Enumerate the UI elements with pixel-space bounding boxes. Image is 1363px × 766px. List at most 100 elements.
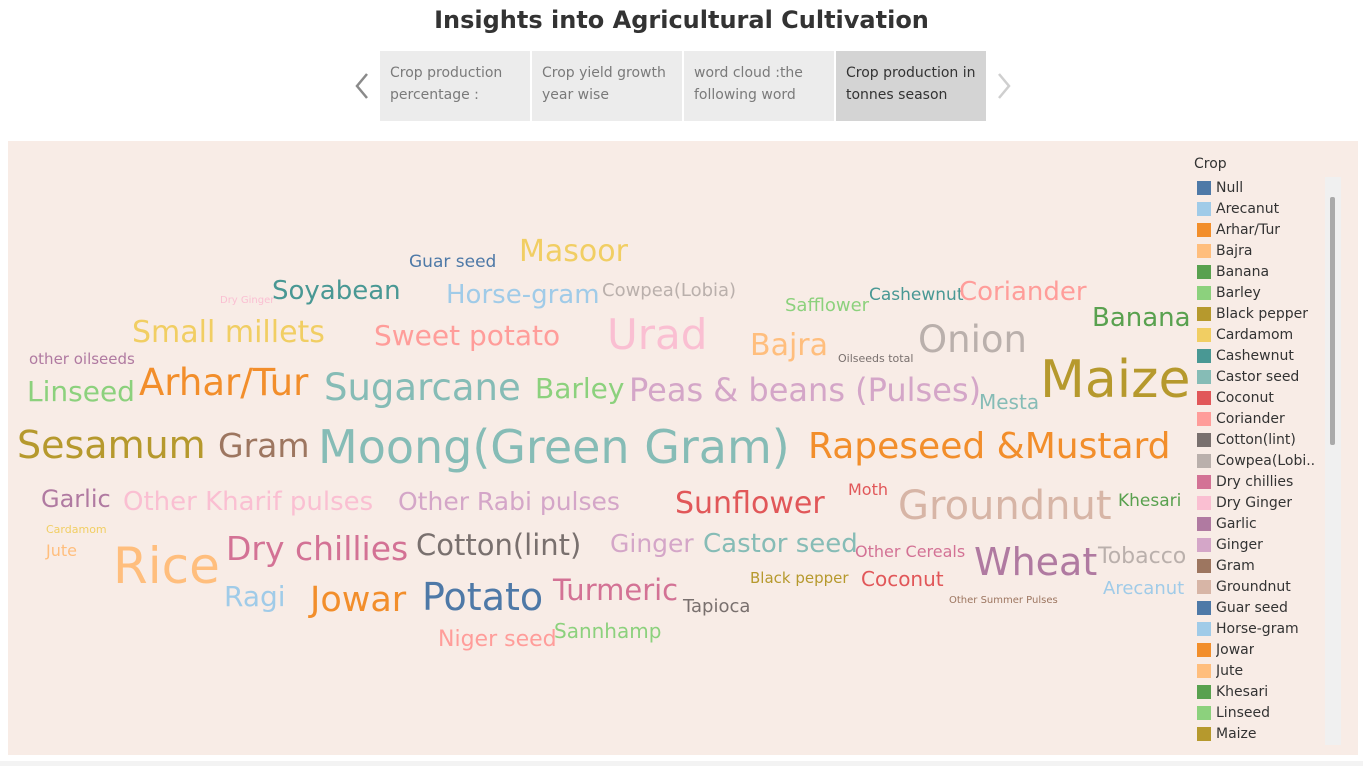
word-cloud-word[interactable]: Soyabean <box>272 276 401 306</box>
word-cloud-word[interactable]: Moth <box>848 480 889 499</box>
word-cloud-word[interactable]: Sugarcane <box>324 366 521 409</box>
word-cloud-word[interactable]: Masoor <box>519 234 628 269</box>
word-cloud-word[interactable]: Dry chillies <box>226 529 409 568</box>
word-cloud-word[interactable]: Linseed <box>27 375 135 408</box>
legend-item[interactable]: Cardamom <box>1197 324 1319 345</box>
legend-swatch <box>1197 306 1211 321</box>
word-cloud-word[interactable]: Gram <box>218 426 310 465</box>
legend-item[interactable]: Bajra <box>1197 240 1319 261</box>
word-cloud-word[interactable]: Small millets <box>132 315 325 350</box>
word-cloud-word[interactable]: Cardamom <box>46 523 107 536</box>
word-cloud-word[interactable]: Rapeseed &Mustard <box>808 426 1171 467</box>
word-cloud-word[interactable]: Maize <box>1040 350 1191 410</box>
word-cloud-word[interactable]: Onion <box>918 318 1027 361</box>
story-point-crop-production-percentage[interactable]: Crop production percentage : <box>380 51 530 121</box>
word-cloud-word[interactable]: Arhar/Tur <box>139 361 309 404</box>
legend-item[interactable]: Jute <box>1197 660 1319 681</box>
legend-title: Crop <box>1194 156 1227 172</box>
legend-item[interactable]: Banana <box>1197 261 1319 282</box>
word-cloud-word[interactable]: Coconut <box>861 567 944 591</box>
legend-swatch <box>1197 621 1211 636</box>
legend-item[interactable]: Jowar <box>1197 639 1319 660</box>
word-cloud-word[interactable]: Garlic <box>41 485 111 513</box>
legend-item[interactable]: Cashewnut <box>1197 345 1319 366</box>
word-cloud-word[interactable]: Barley <box>535 372 625 405</box>
word-cloud-word[interactable]: other oilseeds <box>29 350 135 368</box>
word-cloud-word[interactable]: Turmeric <box>553 573 679 607</box>
story-next-button[interactable] <box>992 66 1016 106</box>
word-cloud-word[interactable]: Jute <box>46 541 77 560</box>
legend-item[interactable]: Horse-gram <box>1197 618 1319 639</box>
word-cloud-word[interactable]: Sesamum <box>17 423 206 467</box>
word-cloud-word[interactable]: Potato <box>422 575 544 619</box>
story-point-crop-yield-growth[interactable]: Crop yield growth year wise <box>532 51 682 121</box>
word-cloud-word[interactable]: Niger seed <box>438 627 557 652</box>
word-cloud-word[interactable]: Castor seed <box>703 529 858 559</box>
word-cloud-word[interactable]: Cowpea(Lobia) <box>602 280 737 301</box>
legend-scrollbar[interactable] <box>1325 177 1341 745</box>
word-cloud-word[interactable]: Cotton(lint) <box>416 528 582 562</box>
legend-item[interactable]: Cowpea(Lobi.. <box>1197 450 1319 471</box>
story-point-crop-production-season[interactable]: Crop production in tonnes season <box>836 51 986 121</box>
word-cloud-word[interactable]: Ragi <box>224 580 286 613</box>
legend-item[interactable]: Khesari <box>1197 681 1319 702</box>
legend-swatch <box>1197 726 1211 741</box>
word-cloud-word[interactable]: Khesari <box>1118 491 1182 511</box>
word-cloud-word[interactable]: Tapioca <box>683 596 751 617</box>
legend-item[interactable]: Linseed <box>1197 702 1319 723</box>
word-cloud-word[interactable]: Guar seed <box>409 252 497 272</box>
legend-scrollbar-thumb[interactable] <box>1330 197 1335 445</box>
word-cloud-word[interactable]: Moong(Green Gram) <box>318 420 790 474</box>
word-cloud-word[interactable]: Coriander <box>959 277 1087 307</box>
word-cloud-word[interactable]: Bajra <box>750 328 829 363</box>
word-cloud-word[interactable]: Cashewnut <box>869 285 964 305</box>
word-cloud-word[interactable]: Other Rabi pulses <box>398 487 620 516</box>
word-cloud-word[interactable]: Rice <box>113 537 220 595</box>
legend-item[interactable]: Garlic <box>1197 513 1319 534</box>
word-cloud-word[interactable]: Other Kharif pulses <box>123 487 374 517</box>
legend-item[interactable]: Black pepper <box>1197 303 1319 324</box>
legend-item[interactable]: Cotton(lint) <box>1197 429 1319 450</box>
word-cloud-word[interactable]: Other Cereals <box>855 542 966 561</box>
legend-item[interactable]: Maize <box>1197 723 1319 744</box>
legend-item[interactable]: Arhar/Tur <box>1197 219 1319 240</box>
word-cloud-word[interactable]: Sunflower <box>675 486 825 521</box>
word-cloud-word[interactable]: Tobacco <box>1098 544 1187 569</box>
legend-item[interactable]: Ginger <box>1197 534 1319 555</box>
legend-item[interactable]: Dry chillies <box>1197 471 1319 492</box>
word-cloud-word[interactable]: Oilseeds total <box>838 352 914 365</box>
legend-item[interactable]: Groundnut <box>1197 576 1319 597</box>
word-cloud-word[interactable]: Horse-gram <box>446 280 600 310</box>
legend-item[interactable]: Guar seed <box>1197 597 1319 618</box>
word-cloud-word[interactable]: Groundnut <box>898 483 1112 529</box>
word-cloud-word[interactable]: Wheat <box>974 540 1098 584</box>
legend-item[interactable]: Castor seed <box>1197 366 1319 387</box>
legend-swatch <box>1197 558 1211 573</box>
word-cloud-word[interactable]: Banana <box>1092 303 1191 333</box>
word-cloud-word[interactable]: Arecanut <box>1103 578 1185 599</box>
word-cloud-word[interactable]: Ginger <box>610 529 694 558</box>
legend-item[interactable]: Arecanut <box>1197 198 1319 219</box>
legend-item[interactable]: Coriander <box>1197 408 1319 429</box>
legend-item[interactable]: Barley <box>1197 282 1319 303</box>
word-cloud-word[interactable]: Mesta <box>979 390 1040 414</box>
legend-label: Bajra <box>1216 242 1253 259</box>
legend-label: Linseed <box>1216 704 1270 721</box>
word-cloud-word[interactable]: Sweet potato <box>374 319 561 352</box>
legend-item[interactable]: Dry Ginger <box>1197 492 1319 513</box>
chevron-left-icon <box>355 73 368 99</box>
story-point-word-cloud[interactable]: word cloud :the following word <box>684 51 834 121</box>
word-cloud-word[interactable]: Dry Ginger <box>220 295 275 306</box>
word-cloud-word[interactable]: Safflower <box>785 295 870 316</box>
legend-item[interactable]: Coconut <box>1197 387 1319 408</box>
legend-item[interactable]: Gram <box>1197 555 1319 576</box>
word-cloud-word[interactable]: Peas & beans (Pulses) <box>629 371 982 409</box>
legend-label: Null <box>1216 179 1244 196</box>
word-cloud-word[interactable]: Urad <box>607 310 708 359</box>
story-previous-button[interactable] <box>350 66 374 106</box>
legend-item[interactable]: Null <box>1197 177 1319 198</box>
word-cloud-word[interactable]: Sannhamp <box>554 619 662 643</box>
word-cloud-word[interactable]: Jowar <box>310 580 407 620</box>
word-cloud-word[interactable]: Black pepper <box>750 569 849 587</box>
word-cloud-word[interactable]: Other Summer Pulses <box>949 595 1058 606</box>
